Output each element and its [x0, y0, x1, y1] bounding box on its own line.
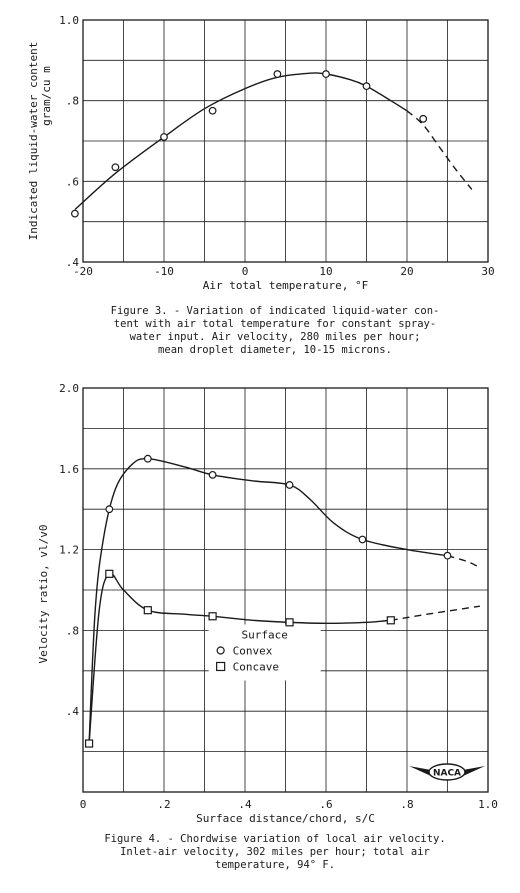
fig4-convex-point [105, 505, 114, 514]
fig3-x-tick-label: 20 [400, 265, 413, 278]
fig3-x-axis-label: Air total temperature, °F [203, 279, 369, 292]
fig4-concave-point [143, 606, 152, 615]
fig3-x-tick-label: -10 [154, 265, 174, 278]
figure-4-caption-line: Figure 4. - Chordwise variation of local… [104, 833, 446, 845]
fig4-x-tick-label: .4 [238, 798, 252, 811]
figure-4-caption-line: Inlet-air velocity, 302 miles per hour; … [120, 846, 430, 858]
fig3-data-point [273, 70, 282, 78]
fig4-y-tick-label: .8 [66, 624, 79, 637]
fig3-data-point [111, 163, 120, 172]
fig4-concave-point [208, 612, 217, 621]
fig4-y-tick-label: .4 [66, 705, 80, 718]
fig4-legend-label: Concave [233, 660, 279, 673]
fig3-plot-frame [82, 19, 489, 263]
fig3-data-point [70, 209, 79, 218]
fig4-concave-curve [88, 572, 391, 744]
fig3-data-point [208, 106, 217, 115]
fig4-y-tick-label: 1.6 [59, 463, 79, 476]
fig4-legend-title: Surface [241, 628, 287, 641]
figure-3-caption-line: tent with air total temperature for cons… [113, 318, 437, 330]
fig4-x-tick-label: 0 [80, 798, 87, 811]
fig4-x-axis-label: Surface distance/chord, s/C [196, 812, 375, 825]
fig4-concave-extrapolated-curve [390, 605, 481, 621]
fig4-convex-curve [88, 457, 448, 744]
fig3-x-tick-label: 10 [319, 265, 332, 278]
fig3-y-axis-label: Indicated liquid-water content [27, 42, 40, 241]
fig3-y-tick-label: .4 [66, 256, 80, 269]
fig4-concave-point [84, 739, 94, 748]
figure-4-caption-line: temperature, 94° F. [214, 859, 336, 871]
fig4-concave-point [386, 616, 395, 625]
naca-logo-wings [409, 766, 485, 776]
fig4-convex-point [208, 470, 217, 479]
naca-logo-text: NACA [433, 769, 461, 779]
fig4-y-tick-label: 2.0 [59, 382, 79, 395]
figure-3-caption-line: Figure 3. - Variation of indicated liqui… [110, 305, 440, 317]
fig4-convex-point [358, 535, 367, 544]
figure-3-caption: Figure 3. - Variation of indicated liqui… [40, 305, 510, 357]
fig3-y-axis-unit: gram/cu m [40, 66, 53, 126]
fig4-legend-box [208, 624, 321, 681]
fig3-data-point [160, 133, 168, 141]
fig3-x-tick-label: 30 [481, 265, 494, 278]
fig4-y-tick-label: 1.2 [59, 544, 79, 557]
fig3-data-point [419, 114, 428, 123]
fig4-convex-extrapolated-curve [447, 555, 481, 569]
fig4-x-tick-label: .6 [319, 798, 332, 811]
fig4-legend-label: Convex [233, 644, 273, 657]
naca-logo-emblem [428, 763, 466, 781]
fig3-x-tick-label: 0 [242, 265, 249, 278]
fig3-y-tick-label: .6 [66, 175, 79, 188]
fig4-y-axis-label: Velocity ratio, vl/v0 [37, 524, 50, 663]
fig3-data-point [362, 82, 371, 91]
fig3-data-point [322, 70, 330, 78]
figure-3-caption-line: mean droplet diameter, 10-15 microns. [158, 344, 392, 356]
fig4-convex-point [285, 481, 294, 489]
fig4-x-tick-label: 1.0 [478, 798, 498, 811]
figure-4-caption: Figure 4. - Chordwise variation of local… [40, 833, 510, 872]
fig3-extrapolated-curve [406, 110, 473, 190]
figure-3-caption-line: water input. Air velocity, 280 miles per… [129, 331, 421, 343]
fig3-y-tick-label: .8 [66, 95, 79, 108]
fig3-x-tick-label: -20 [73, 265, 93, 278]
fig4-x-tick-label: .2 [157, 798, 170, 811]
fig3-y-tick-label: 1.0 [59, 14, 79, 27]
fig4-plot-frame [82, 387, 489, 793]
fig4-legend-marker [216, 646, 225, 655]
fig4-concave-point [285, 618, 294, 627]
fig4-x-tick-label: .8 [400, 798, 413, 811]
fig4-concave-point [105, 569, 114, 578]
fig4-convex-point [443, 551, 452, 560]
fig4-legend-marker [216, 661, 226, 672]
fig4-convex-point [143, 454, 152, 463]
